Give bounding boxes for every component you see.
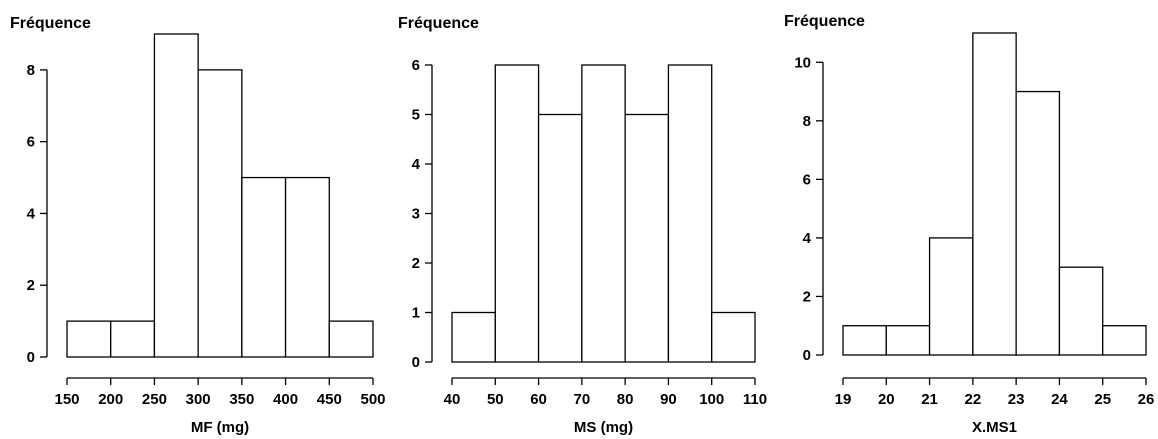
y-axis-label: Fréquence xyxy=(398,15,479,32)
y-tick-label: 4 xyxy=(803,230,812,247)
histogram-bar xyxy=(284,176,330,358)
y-axis-label: Fréquence xyxy=(784,13,865,30)
x-tick-label: 50 xyxy=(487,391,504,408)
x-tick-label: 200 xyxy=(98,391,123,408)
y-tick-label: 2 xyxy=(412,255,420,272)
x-axis-label: MF (mg) xyxy=(191,419,249,436)
x-tick-label: 22 xyxy=(965,391,982,408)
histogram-bar xyxy=(1015,90,1061,356)
x-tick-label: 20 xyxy=(878,391,895,408)
y-tick-label: 3 xyxy=(412,206,420,223)
histogram-bar xyxy=(241,176,287,358)
y-tick-label: 2 xyxy=(27,277,35,294)
histogram-bar xyxy=(153,33,199,358)
x-tick-label: 400 xyxy=(273,391,298,408)
histogram-bar xyxy=(451,311,496,363)
y-tick-label: 5 xyxy=(412,107,420,124)
x-tick-label: 250 xyxy=(142,391,167,408)
histogram-bar xyxy=(581,64,626,363)
y-tick-label: 8 xyxy=(27,62,35,79)
y-tick-label: 6 xyxy=(412,57,420,74)
x-tick-label: 300 xyxy=(186,391,211,408)
y-tick-label: 4 xyxy=(27,205,36,222)
x-axis-label: MS (mg) xyxy=(574,419,633,436)
histogram-bar xyxy=(842,325,887,356)
y-tick-label: 10 xyxy=(794,54,811,71)
y-tick-label: 0 xyxy=(27,349,35,366)
x-tick-label: 70 xyxy=(574,391,591,408)
histogram-bar xyxy=(928,237,974,356)
histogram-bar xyxy=(667,64,713,363)
y-tick-label: 8 xyxy=(803,113,811,130)
x-tick-label: 500 xyxy=(360,391,385,408)
x-tick-label: 21 xyxy=(921,391,938,408)
x-tick-label: 25 xyxy=(1094,391,1111,408)
x-tick-label: 350 xyxy=(229,391,254,408)
y-tick-label: 4 xyxy=(412,156,421,173)
x-tick-label: 150 xyxy=(54,391,79,408)
x-axis-label: X.MS1 xyxy=(972,419,1017,436)
histogram-bar xyxy=(494,64,540,363)
x-tick-label: 60 xyxy=(530,391,547,408)
histogram-bar xyxy=(711,311,756,363)
histogram-bar xyxy=(328,320,374,358)
x-tick-label: 40 xyxy=(444,391,461,408)
histogram-bar xyxy=(624,113,670,363)
x-tick-label: 450 xyxy=(317,391,342,408)
x-tick-label: 19 xyxy=(835,391,852,408)
x-tick-label: 100 xyxy=(699,391,724,408)
y-tick-label: 6 xyxy=(803,171,811,188)
y-tick-label: 6 xyxy=(27,134,35,151)
y-axis-label: Fréquence xyxy=(10,15,91,32)
histogram-bar xyxy=(1102,325,1147,356)
histogram-bar xyxy=(110,320,156,358)
x-tick-label: 110 xyxy=(743,391,767,408)
y-tick-label: 0 xyxy=(412,354,420,371)
y-tick-label: 1 xyxy=(412,305,420,322)
x-tick-label: 23 xyxy=(1008,391,1025,408)
x-tick-label: 80 xyxy=(617,391,634,408)
histogram-bar xyxy=(537,113,583,363)
histogram-bar xyxy=(885,325,931,356)
histogram-bar xyxy=(972,32,1017,356)
x-tick-label: 24 xyxy=(1051,391,1068,408)
y-tick-label: 0 xyxy=(803,347,811,364)
histogram-bar xyxy=(197,69,243,358)
x-tick-label: 26 xyxy=(1138,391,1155,408)
histogram-bar xyxy=(1058,266,1104,356)
x-tick-label: 90 xyxy=(660,391,677,408)
y-tick-label: 2 xyxy=(803,288,811,305)
histogram-bar xyxy=(66,320,112,358)
